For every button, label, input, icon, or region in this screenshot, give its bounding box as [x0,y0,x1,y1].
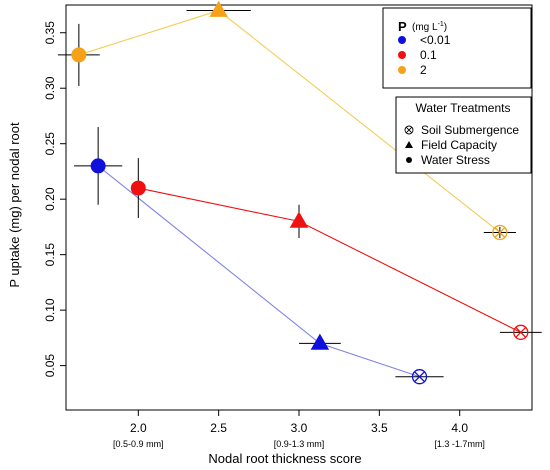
x-tick-label: 2.5 [210,421,227,435]
series-1-point-2 [310,333,330,350]
series-1-line [97,165,420,378]
legend-water-title: Water Treatments [416,101,511,115]
legend-p-dot [398,51,406,59]
series-2-point-3-cross-b [515,326,527,338]
legend-water-label: Water Stress [421,153,490,167]
series-3-point-2 [209,0,228,17]
series-3-point-1 [71,47,87,63]
legend-water-label: Soil Submergence [421,123,519,137]
series-3-point-3-ring [492,224,508,241]
x-tick-label: 3.0 [291,421,308,435]
x-tick-label: 2.0 [130,421,147,435]
legend-p-title-unit: (mg L-1) [412,21,447,33]
data-points-layer [71,0,529,385]
y-tick-label: 0.35 [43,21,57,45]
x-range-label: [1.3 -1.7mm] [434,439,485,449]
x-range-label: [0.5-0.9 mm] [113,439,164,449]
x-tick-label: 4.0 [451,421,468,435]
x-axis-label: Nodal root thickness score [208,451,361,466]
y-tick-label: 0.15 [43,243,57,267]
y-tick-label: 0.20 [43,187,57,211]
series-2-point-1 [130,180,146,196]
y-tick-label: 0.10 [43,298,57,322]
series-2-point-3 [513,324,529,340]
series-2-point-2 [289,211,309,228]
x-range-label: [0.9-1.3 mm] [274,439,325,449]
axes-layer: 2.0 2.5 3.0 3.5 4.0 [0.5-0.9 mm] [0.9-1.3 mm] [… [43,4,533,449]
legend-p-concentration: P (mg L-1) <0.010.12 [382,7,532,89]
legend-water-box [395,96,532,174]
y-tick-label: 0.25 [43,132,57,156]
series-3-point-3 [492,224,508,241]
series-1-point-1 [90,158,106,174]
series-2-point-3-ring [513,324,529,340]
legend-p-title-main: P [398,19,407,34]
triangle-icon [405,141,413,148]
y-tick-label: 0.30 [43,76,57,100]
circle-x-icon-ring [404,125,414,135]
legend-water-label: Field Capacity [421,138,497,152]
y-tick-label: 0.05 [43,354,57,378]
circle-x-icon [404,125,414,135]
series-2-line [138,187,521,333]
legend-p-entries: <0.010.12 [398,33,451,77]
legend-p-box [382,7,532,89]
legend-p-label: <0.01 [420,33,451,47]
legend-p-label: 2 [420,63,427,77]
series-1-point-3-ring [411,369,428,385]
x-tick-label: 3.5 [371,421,388,435]
legend-p-dot [398,66,406,74]
series-1-point-3-cross-b [414,371,425,383]
circle-icon [406,157,412,163]
legend-p-dot [398,36,406,44]
circle-x-icon-cross-b [405,126,413,134]
series-1-point-3 [411,369,428,385]
y-axis-label: P uptake (mg) per nodal root [7,122,22,288]
legend-p-label: 0.1 [420,48,437,62]
series-3-point-3-cross-b [494,227,506,238]
